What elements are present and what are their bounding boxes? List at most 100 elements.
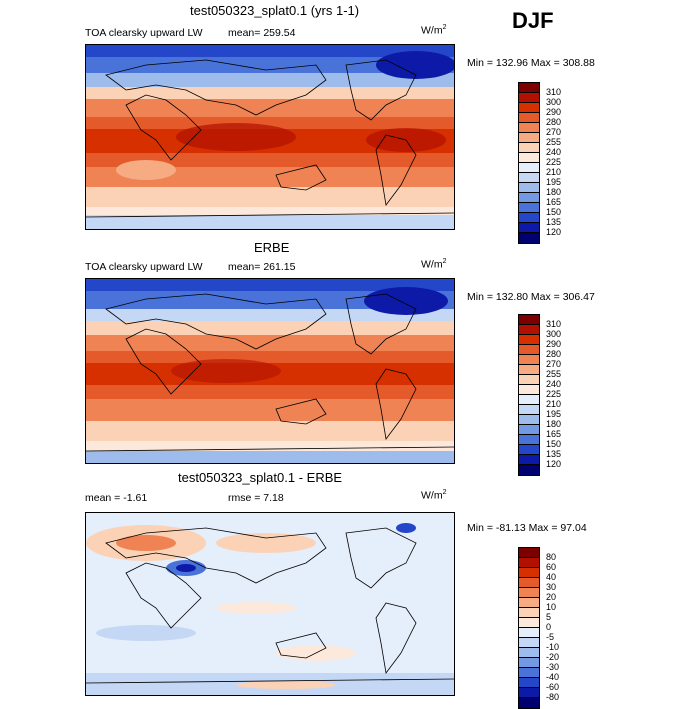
panel-3-colorbar-label: -80: [546, 692, 560, 702]
panel-3-title: test050323_splat0.1 - ERBE: [178, 470, 343, 485]
panel-2-colorbar-label: 300: [546, 329, 562, 339]
panel-1-colorbar-label: 240: [546, 147, 562, 157]
panel-3-colorbar-swatch: [519, 668, 539, 678]
panel-1-colorbar-label: 120: [546, 227, 562, 237]
panel-1-colorbar-swatch: [519, 183, 539, 193]
panel-1-mean: mean= 259.54: [228, 27, 296, 39]
panel-2-colorbar-swatch: [519, 385, 539, 395]
panel-3-colorbar-label: -20: [546, 652, 560, 662]
panel-3-map: [85, 512, 455, 696]
season-label: DJF: [512, 8, 554, 33]
panel-2-colorbar-label: 135: [546, 449, 562, 459]
panel-3-colorbar-label: 30: [546, 582, 557, 592]
panel-2-colorbar-swatch: [519, 375, 539, 385]
panel-3-colorbar-label: 80: [546, 552, 557, 562]
panel-3-colorbar-swatch: [519, 608, 539, 618]
panel-2-field-label: TOA clearsky upward LW: [85, 261, 203, 273]
panel-3-colorbar-label: 60: [546, 562, 557, 572]
panel-3-colorbar-label: 40: [546, 572, 557, 582]
panel-1-field-label: TOA clearsky upward LW: [85, 27, 203, 39]
panel-2-colorbar-swatch: [519, 395, 539, 405]
panel-2-colorbar-swatch: [519, 335, 539, 345]
panel-1-colorbar-label: 225: [546, 157, 562, 167]
panel-2-colorbar-label: 255: [546, 369, 562, 379]
panel-2-colorbar-swatch: [519, 405, 539, 415]
panel-2-colorbar-label: 165: [546, 429, 562, 439]
panel-3-colorbar-label: -10: [546, 642, 560, 652]
panel-3-colorbar-swatch: [519, 628, 539, 638]
panel-3-colorbar-swatch: [519, 638, 539, 648]
panel-2-colorbar-label: 280: [546, 349, 562, 359]
panel-2-colorbar-swatch: [519, 355, 539, 365]
panel-3-colorbar-swatch: [519, 598, 539, 608]
panel-3-colorbar-label: -5: [546, 632, 555, 642]
panel-1-map: [85, 44, 455, 230]
panel-1-colorbar-swatch: [519, 213, 539, 223]
panel-1-colorbar-swatch: [519, 103, 539, 113]
panel-1-title: test050323_splat0.1 (yrs 1-1): [190, 3, 360, 18]
panel-3-colorbar-swatch: [519, 688, 539, 698]
panel-1-minmax: Min = 132.96 Max = 308.88: [467, 57, 595, 69]
panel-2-colorbar-swatch: [519, 365, 539, 375]
panel-2-colorbar-label: 210: [546, 399, 562, 409]
panel-2-colorbar-label: 195: [546, 409, 562, 419]
panel-1-colorbar-label: 165: [546, 197, 562, 207]
panel-1-colorbar-label: 290: [546, 107, 562, 117]
panel-3-mean: mean = -1.61: [85, 492, 148, 504]
panel-1-colorbar-swatch: [519, 223, 539, 233]
panel-2-colorbar-swatch: [519, 315, 539, 325]
panel-2-colorbar-label: 290: [546, 339, 562, 349]
panel-2-colorbar-label: 120: [546, 459, 562, 469]
panel-2-minmax: Min = 132.80 Max = 306.47: [467, 291, 595, 303]
panel-2-colorbar: [518, 314, 540, 476]
panel-2-colorbar-label: 150: [546, 439, 562, 449]
panel-2-mean: mean= 261.15: [228, 261, 296, 273]
panel-2-title: ERBE: [254, 240, 290, 255]
panel-1-colorbar-label: 280: [546, 117, 562, 127]
panel-3-units: W/m2: [421, 489, 447, 502]
panel-1-colorbar: [518, 82, 540, 244]
panel-3-colorbar-swatch: [519, 648, 539, 658]
panel-2-colorbar-label: 270: [546, 359, 562, 369]
panel-3-colorbar-label: 0: [546, 622, 552, 632]
panel-2-colorbar-swatch: [519, 415, 539, 425]
panel-2-map: [85, 278, 455, 464]
panel-1-colorbar-label: 150: [546, 207, 562, 217]
panel-2-colorbar-label: 180: [546, 419, 562, 429]
panel-2-colorbar-label: 240: [546, 379, 562, 389]
panel-1-colorbar-swatch: [519, 113, 539, 123]
panel-1-colorbar-label: 210: [546, 167, 562, 177]
panel-2-colorbar-labels: 310 300 290 280 270 255 240 225 210 195 180 165 150 1…: [546, 319, 561, 469]
panel-2-colorbar-swatch: [519, 445, 539, 455]
panel-1-colorbar-label: 135: [546, 217, 562, 227]
panel-1-colorbar-label: 180: [546, 187, 562, 197]
panel-2-colorbar-swatch: [519, 425, 539, 435]
panel-1-colorbar-label: 270: [546, 127, 562, 137]
panel-1-colorbar-swatch: [519, 173, 539, 183]
panel-3-colorbar-swatch: [519, 548, 539, 558]
panel-3-colorbar-swatch: [519, 658, 539, 668]
panel-2-colorbar-label: 225: [546, 389, 562, 399]
panel-3-colorbar-label: 5: [546, 612, 552, 622]
panel-3-minmax: Min = -81.13 Max = 97.04: [467, 522, 587, 534]
panel-1-colorbar-swatch: [519, 233, 539, 243]
panel-2-colorbar-swatch: [519, 325, 539, 335]
panel-1-colorbar-swatch: [519, 133, 539, 143]
panel-2-colorbar-swatch: [519, 465, 539, 475]
panel-3-colorbar-swatch: [519, 618, 539, 628]
panel-1-colorbar-swatch: [519, 203, 539, 213]
panel-1-colorbar-label: 255: [546, 137, 562, 147]
panel-1-colorbar-label: 195: [546, 177, 562, 187]
panel-1-colorbar-label: 300: [546, 97, 562, 107]
panel-1-colorbar-swatch: [519, 83, 539, 93]
panel-1-colorbar-swatch: [519, 193, 539, 203]
panel-1-colorbar-labels: 310 300 290 280 270 255 240 225 210 195 180 165 150 1…: [546, 87, 561, 237]
panel-1-units: W/m2: [421, 24, 447, 37]
panel-3-colorbar-swatch: [519, 568, 539, 578]
panel-3-rmse: rmse = 7.18: [228, 492, 284, 504]
panel-3-colorbar-swatch: [519, 558, 539, 568]
panel-2-colorbar-swatch: [519, 435, 539, 445]
panel-1-colorbar-label: 310: [546, 87, 562, 97]
panel-3-colorbar-label: -60: [546, 682, 560, 692]
panel-3-colorbar-label: 10: [546, 602, 557, 612]
